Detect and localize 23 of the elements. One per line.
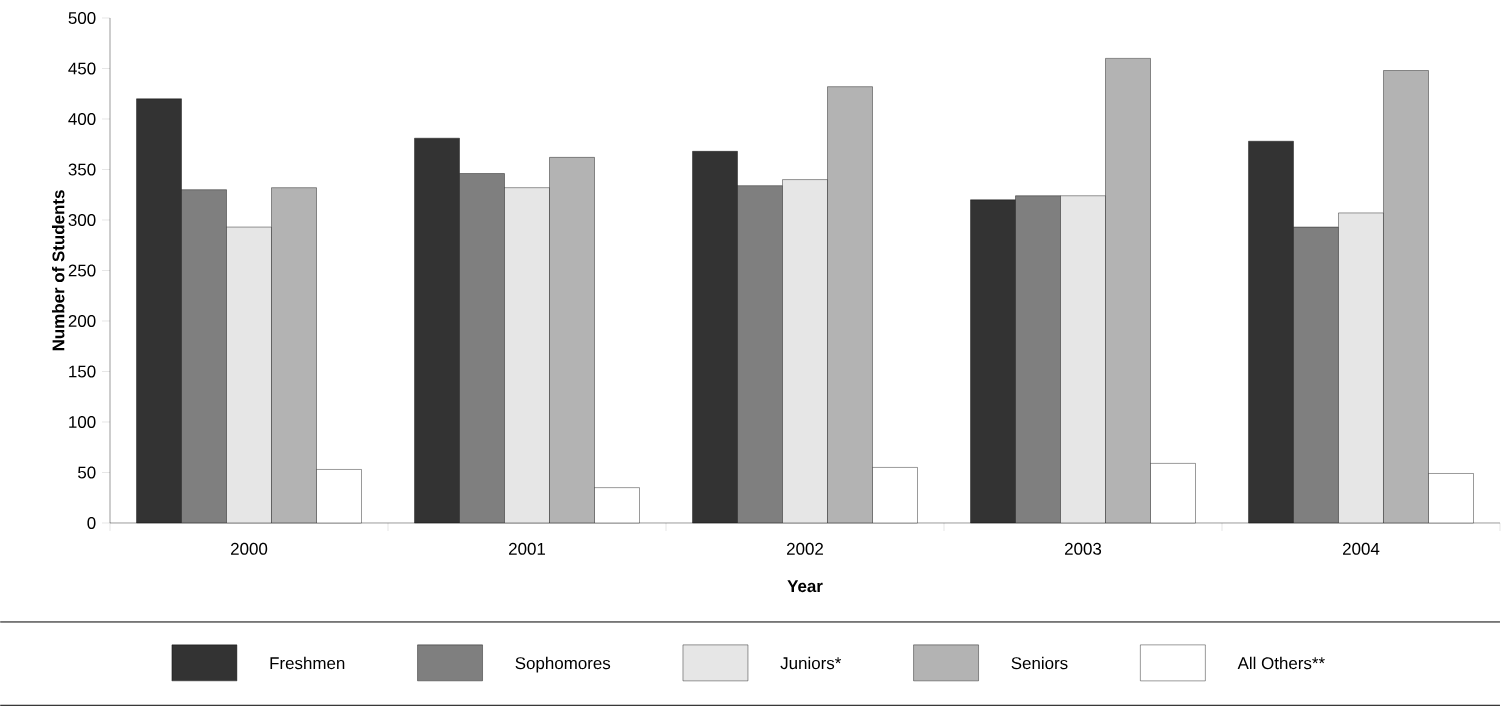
- legend-label: Juniors*: [780, 656, 842, 670]
- y-axis-title: Number of Students: [51, 190, 65, 351]
- y-tick-label: 0: [87, 516, 96, 529]
- x-tick-label: 2000: [231, 542, 268, 555]
- y-tick-label: 100: [69, 415, 96, 428]
- y-tick-label: 250: [68, 264, 96, 277]
- y-tick-label: 350: [68, 163, 96, 176]
- y-tick-label: 400: [68, 112, 96, 125]
- x-tick-label: 2003: [1065, 542, 1102, 555]
- x-tick-label: 2002: [787, 542, 823, 555]
- legend-label: All Others**: [1237, 656, 1325, 670]
- y-tick-label: 150: [69, 365, 96, 378]
- x-tick-label: 2001: [509, 542, 546, 555]
- y-tick-label: 500: [68, 11, 96, 24]
- legend-label: Sophomores: [515, 656, 611, 673]
- legend-label: Freshmen: [270, 656, 345, 670]
- y-tick-label: 450: [68, 62, 96, 75]
- y-tick-label: 50: [78, 466, 96, 479]
- legend-label: Seniors: [1011, 656, 1068, 670]
- y-tick-label: 300: [68, 213, 96, 226]
- x-axis-title: Year: [787, 580, 823, 593]
- x-tick-label: 2004: [1343, 542, 1380, 555]
- y-tick-label: 200: [68, 314, 96, 327]
